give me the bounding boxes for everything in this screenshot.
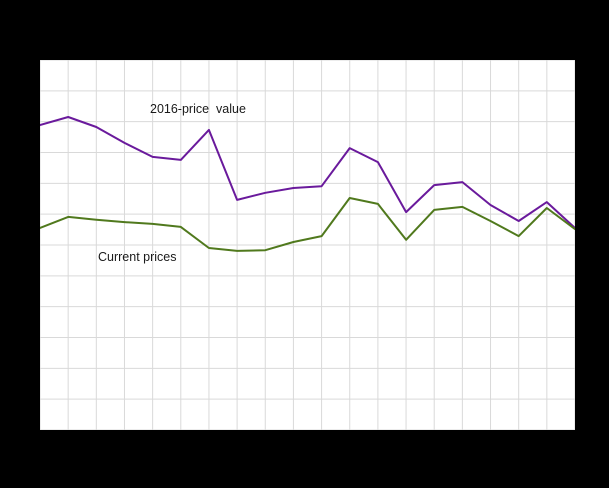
plot-area: 2016-price value Current prices xyxy=(40,60,575,430)
series-2016-price-line xyxy=(40,116,575,229)
chart-canvas xyxy=(40,60,575,430)
series-current-prices-line xyxy=(40,197,575,252)
gridlines xyxy=(40,60,575,430)
